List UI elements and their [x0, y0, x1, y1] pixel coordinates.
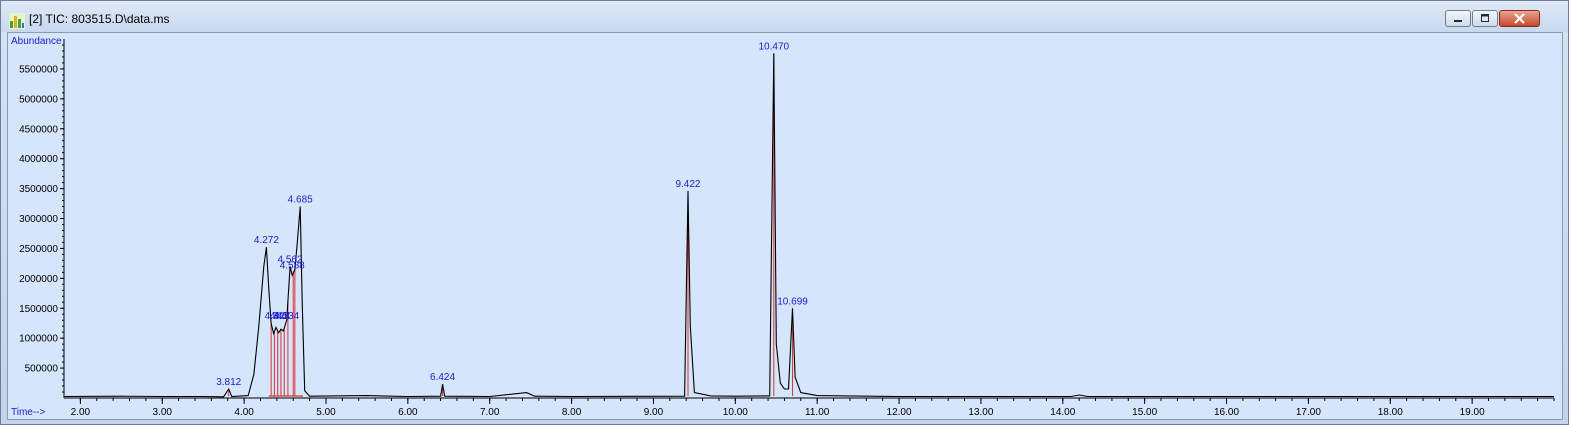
x-tick-label-11: 13.00 — [968, 407, 993, 418]
minimize-button[interactable] — [1445, 10, 1471, 27]
peak-label-10: 6.424 — [430, 372, 455, 383]
y-tick-label-10: 5500000 — [19, 64, 58, 75]
window-title: [2] TIC: 803515.D\data.ms — [29, 12, 170, 26]
minimize-icon — [1446, 11, 1470, 26]
x-tick-label-13: 15.00 — [1132, 407, 1157, 418]
maximize-icon — [1473, 11, 1497, 26]
y-tick-label-6: 3500000 — [19, 184, 58, 195]
x-tick-label-17: 19.00 — [1460, 407, 1485, 418]
chromatogram-plot-area[interactable]: 500000 1000000 1500000 2000000 2500000 300000… — [7, 32, 1563, 420]
x-axis-label: Time--> — [11, 407, 46, 418]
x-tick-label-1: 3.00 — [153, 407, 173, 418]
x-tick-label-4: 6.00 — [398, 407, 418, 418]
peak-label-11: 9.422 — [675, 179, 700, 190]
x-tick-label-0: 2.00 — [71, 407, 91, 418]
x-tick-label-10: 12.00 — [887, 407, 912, 418]
maximize-button[interactable] — [1472, 10, 1498, 27]
x-tick-label-16: 18.00 — [1378, 407, 1403, 418]
peak-label-9: 4.685 — [288, 195, 313, 206]
y-axis-label: Abundance — [11, 36, 62, 47]
y-tick-label-4: 2500000 — [19, 244, 58, 255]
x-tick-label-5: 7.00 — [480, 407, 500, 418]
y-tick-label-5: 3000000 — [19, 214, 58, 225]
title-bar[interactable]: [2] TIC: 803515.D\data.ms — [1, 1, 1568, 32]
chromatogram-icon — [9, 13, 25, 29]
y-tick-label-8: 4500000 — [19, 124, 58, 135]
peak-label-6: 4.534 — [274, 311, 299, 322]
peak-label-13: 10.699 — [777, 296, 808, 307]
x-tick-label-14: 16.00 — [1214, 407, 1239, 418]
y-tick-label-0: 500000 — [25, 364, 59, 375]
x-tick-label-3: 5.00 — [316, 407, 336, 418]
x-tick-label-8: 10.00 — [723, 407, 748, 418]
peak-label-12: 10.470 — [758, 41, 789, 52]
x-tick-label-7: 9.00 — [644, 407, 664, 418]
y-tick-label-9: 5000000 — [19, 94, 58, 105]
y-tick-label-2: 1500000 — [19, 304, 58, 315]
y-tick-label-3: 2000000 — [19, 274, 58, 285]
x-tick-label-15: 17.00 — [1296, 407, 1321, 418]
x-tick-label-2: 4.00 — [234, 407, 254, 418]
y-tick-label-7: 4000000 — [19, 154, 58, 165]
x-tick-label-6: 8.00 — [562, 407, 582, 418]
peak-label-8: 4.588 — [280, 260, 305, 271]
x-tick-label-9: 11.00 — [805, 407, 830, 418]
chromatogram-chart: 500000 1000000 1500000 2000000 2500000 300000… — [8, 33, 1562, 419]
y-tick-label-1: 1000000 — [19, 334, 58, 345]
peak-label-0: 3.812 — [216, 377, 241, 388]
close-button[interactable] — [1499, 10, 1540, 27]
peak-label-1: 4.272 — [254, 235, 279, 246]
close-icon — [1500, 11, 1539, 26]
x-tick-label-12: 14.00 — [1050, 407, 1075, 418]
